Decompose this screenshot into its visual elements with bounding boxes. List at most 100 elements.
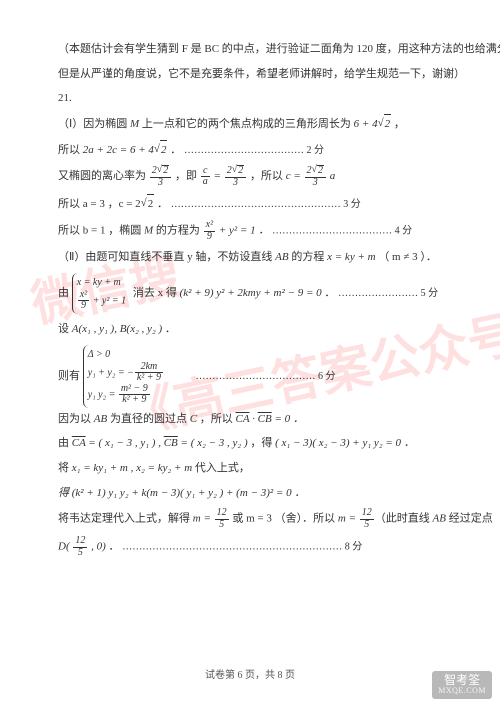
corner-watermark: 智考筌 MXQE.COM (432, 671, 492, 699)
p2-expand: 得 (k² + 1) y₁ y₂ + k(m − 3)( y₁ + y₂ ) +… (58, 484, 442, 503)
eq: 2a + 2c = 6 + 4√2 (83, 144, 168, 156)
note-line-1: （本题估计会有学生猜到 F 是 BC 的中点，进行验证二面角为 120 度，用这… (58, 40, 442, 59)
score-dots: ………………………………………………………… 8 分 (122, 542, 362, 553)
txt: 上一点和它的两个焦点构成的三角形周长为 (139, 118, 354, 130)
p1-so2: 所以 a = 3 ，c = 2√2 ． …………………………………………… 3 … (58, 194, 442, 214)
d: 3 (225, 178, 247, 189)
p1-so3: 所以 b = 1 ，椭圆 M 的方程为 x²9 + y² = 1 ． ……………… (58, 220, 442, 242)
n: 6 + 4 (354, 118, 378, 130)
p2-intro: （Ⅱ）由题可知直线不垂直 y 轴，不妨设直线 AB 的方程 x = ky + m… (58, 248, 442, 267)
txt: ． (167, 144, 181, 156)
system-brace: x = ky + m x²9 + y² = 1 (72, 273, 130, 314)
t: + y² = 1 (90, 295, 126, 306)
d: a (201, 177, 210, 188)
eq: + y² = 1 ． (219, 225, 270, 237)
c3: y₁ y₂ = m² − 9k² + 9 (88, 384, 164, 406)
c2: y₁ + y₂ = −2kmk² + 9 (88, 362, 164, 384)
t: 由 (58, 437, 72, 449)
ceq: c = (286, 170, 304, 182)
p2-vec: 由 CA = ( x₁ − 3 , y₁ ) , CB = ( x₂ − 3 ,… (58, 434, 442, 453)
txt: 所以 (58, 144, 83, 156)
p2-system: 由 x = ky + m x²9 + y² = 1 消去 x 得 (k² + 9… (58, 273, 442, 314)
p2-sub: 将 x₁ = ky₁ + m , x₂ = ky₂ + m 代入上式， (58, 459, 442, 478)
question-number: 21. (58, 89, 442, 108)
CB: CB (164, 437, 178, 449)
t: 将 (58, 462, 72, 474)
score-dots: …………………… 5 分 (338, 288, 438, 299)
frac-ecc3: 2√23 (304, 165, 328, 188)
dot: · (249, 413, 257, 425)
M: M (144, 225, 153, 237)
c1: Δ > 0 (88, 347, 164, 362)
t: 或 m = 3 （舍）．所以 (230, 513, 338, 525)
score-dots: ……………………………… 6 分 (196, 371, 336, 382)
CA: CA (72, 437, 86, 449)
corner-small: MXQE.COM (438, 687, 486, 696)
score-dots: ……………………………… 4 分 (272, 226, 412, 237)
AB: AB (94, 413, 107, 425)
pts: A(x₁ , y₁ ), B(x₂ , y₂ ) (72, 323, 162, 335)
M: M (130, 118, 139, 130)
d: 5 (215, 520, 229, 531)
l: y₁ + y₂ = − (88, 367, 134, 378)
p2-then: 则有 Δ > 0 y₁ + y₂ = −2kmk² + 9 y₁ y₂ = m²… (58, 345, 442, 408)
t: 代入上式， (192, 462, 250, 474)
t: （此时直线 (375, 513, 433, 525)
txt: 又椭圆的离心率为 (58, 170, 149, 182)
prod: ( x₁ − 3)( x₂ − 3) + y₁ y₂ = 0 ． (275, 437, 415, 449)
CB: CB (258, 413, 272, 425)
txt: ，所以 (250, 170, 286, 182)
score-dots: ……………………………… 2 分 (184, 145, 324, 156)
txt: 由 (58, 287, 72, 299)
p2-vieta: 将韦达定理代入上式，解得 m = 125 或 m = 3 （舍）．所以 m = … (58, 508, 442, 530)
perimeter: 6 + 4√2 (354, 118, 391, 130)
d: k² + 9 (119, 395, 150, 406)
frac-c-a: ca (200, 166, 211, 188)
frac-ecc: 2√23 (149, 165, 173, 188)
p2-D: D( 125 , 0) ． ………………………………………………………… 8 分 (58, 536, 442, 558)
p1-intro: （Ⅰ）因为椭圆 M 上一点和它的两个焦点构成的三角形周长为 6 + 4√2 ， (58, 114, 442, 134)
d: k² + 9 (135, 373, 163, 384)
frac-ecc2: 2√23 (224, 165, 248, 188)
t: 为直径的圆过点 (107, 413, 190, 425)
D: D( (58, 541, 72, 553)
t: ． (106, 541, 120, 553)
txt: ， (391, 118, 405, 130)
txt: 所以 b = 1 ，椭圆 (58, 225, 144, 237)
row1: x = ky + m (77, 275, 126, 290)
e: 2a + 2c = 6 + 4 (83, 144, 154, 156)
e: = ( x₂ − 3 , y₂ ) (178, 437, 251, 449)
d: 9 (204, 232, 215, 243)
a: a (330, 170, 336, 182)
txt: 的方程 (289, 251, 328, 263)
e: x₁ = ky₁ + m , x₂ = ky₂ + m (72, 462, 192, 474)
txt: （Ⅰ）因为椭圆 (58, 118, 130, 130)
AB: AB (275, 251, 288, 263)
cond: （ m ≠ 3 ）． (378, 251, 437, 263)
page-footer: 试卷第 6 页，共 8 页 (0, 666, 500, 681)
t: 经过定点 (446, 513, 493, 525)
n: x² (204, 220, 215, 232)
AB: AB (433, 513, 446, 525)
l: y₁ y₂ = (88, 389, 118, 400)
frac-D: 125 (72, 536, 88, 558)
p1-so1: 所以 2a + 2c = 6 + 4√2 ． ……………………………… 2 分 (58, 140, 442, 160)
txt: 所以 a = 3 ，c = 2 (58, 198, 141, 210)
d: 9 (78, 301, 89, 312)
m: m = (338, 513, 359, 525)
e: 得 (k² + 1) y₁ y₂ + k(m − 3)( y₁ + y₂ ) +… (58, 487, 305, 499)
frac-m2: 125 (359, 508, 375, 530)
txt: （Ⅱ）由题可知直线不垂直 y 轴，不妨设直线 (58, 251, 275, 263)
frac-ellipse: x²9 (203, 220, 216, 242)
page-body: （本题估计会有学生猜到 F 是 BC 的中点，进行验证二面角为 120 度，用这… (0, 0, 500, 584)
score-dots: …………………………………………… 3 分 (171, 199, 361, 210)
t: ，得 (250, 437, 275, 449)
txt: 的方程为 (153, 225, 203, 237)
txt: ． (154, 198, 168, 210)
note-line-2: 但是从严谨的角度说，它不是充要条件，希望老师讲解时，给学生规范一下，谢谢） (58, 65, 442, 84)
CA: CA (236, 413, 250, 425)
quad: (k² + 9) y² + 2kmy + m² − 9 = 0 (180, 287, 322, 299)
m: m = (193, 513, 214, 525)
d: 3 (150, 178, 172, 189)
txt: 设 (58, 323, 72, 335)
